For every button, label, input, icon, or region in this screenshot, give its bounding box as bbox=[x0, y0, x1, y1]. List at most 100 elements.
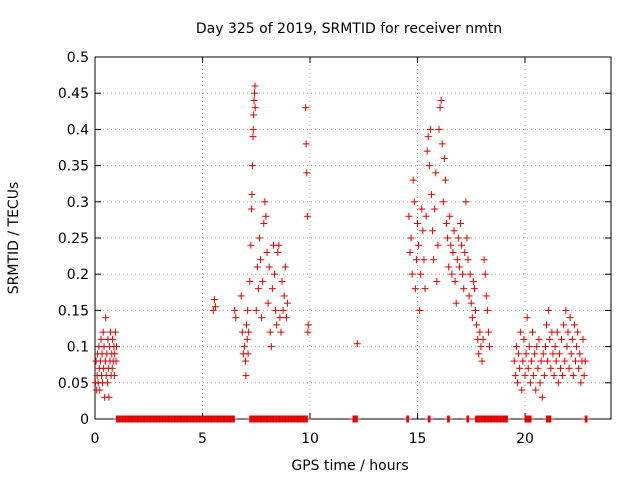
data-point bbox=[570, 321, 578, 329]
data-point bbox=[243, 321, 251, 329]
data-point bbox=[251, 104, 259, 112]
data-point bbox=[416, 306, 424, 314]
data-point bbox=[242, 372, 250, 380]
data-point bbox=[526, 379, 534, 387]
data-point bbox=[243, 335, 251, 343]
data-point bbox=[436, 104, 444, 112]
data-point bbox=[414, 220, 421, 228]
grid-lines bbox=[95, 57, 611, 419]
data-point bbox=[302, 104, 310, 112]
data-point bbox=[545, 306, 553, 314]
data-point bbox=[476, 328, 484, 336]
data-point bbox=[437, 96, 445, 104]
data-point bbox=[473, 321, 481, 329]
data-point bbox=[248, 205, 256, 213]
data-point bbox=[521, 372, 529, 380]
data-point bbox=[556, 364, 564, 372]
data-point bbox=[551, 343, 559, 351]
data-point bbox=[536, 379, 544, 387]
data-point bbox=[552, 357, 560, 365]
data-point bbox=[448, 270, 456, 278]
data-point bbox=[580, 372, 588, 380]
data-point bbox=[244, 306, 252, 314]
data-point bbox=[465, 292, 473, 300]
data-point bbox=[244, 350, 252, 358]
data-point bbox=[513, 379, 521, 387]
y-tick-label: 0.05 bbox=[58, 376, 89, 392]
data-point bbox=[503, 415, 511, 423]
data-point bbox=[250, 111, 258, 119]
data-point bbox=[554, 379, 562, 387]
x-tick-label: 15 bbox=[409, 431, 427, 447]
data-point bbox=[253, 263, 261, 271]
data-point bbox=[110, 372, 118, 380]
data-point bbox=[566, 314, 574, 322]
data-point bbox=[462, 198, 470, 206]
data-point bbox=[461, 248, 469, 256]
data-point bbox=[463, 234, 471, 242]
data-point bbox=[547, 364, 555, 372]
data-point bbox=[569, 372, 577, 380]
data-point bbox=[573, 343, 581, 351]
data-point bbox=[455, 263, 463, 271]
data-point bbox=[267, 343, 275, 351]
data-point bbox=[261, 198, 269, 206]
y-tick-label: 0.15 bbox=[58, 303, 89, 319]
data-point bbox=[259, 277, 267, 285]
data-point bbox=[459, 270, 467, 278]
data-point bbox=[429, 227, 437, 235]
data-point bbox=[111, 328, 119, 336]
y-tick-label: 0.3 bbox=[67, 195, 89, 211]
data-point bbox=[404, 415, 412, 423]
data-point bbox=[477, 343, 485, 351]
data-point bbox=[242, 357, 249, 365]
data-point bbox=[546, 335, 554, 343]
data-point bbox=[422, 212, 430, 220]
y-tick-labels: 0 0.05 0.1 0.15 0.2 0.25 0.3 0.35 0.4 0.45 0.5 bbox=[58, 50, 89, 428]
data-point bbox=[517, 328, 525, 336]
data-point bbox=[565, 364, 573, 372]
data-point bbox=[535, 335, 543, 343]
data-point bbox=[454, 234, 462, 242]
x-tick-label: 5 bbox=[198, 431, 207, 447]
x-axis-title: GPS time / hours bbox=[291, 458, 408, 474]
data-point bbox=[530, 372, 538, 380]
data-point bbox=[112, 357, 120, 365]
data-point bbox=[426, 125, 434, 133]
data-point bbox=[532, 386, 540, 394]
data-point bbox=[446, 212, 454, 220]
data-points bbox=[91, 82, 591, 423]
data-point bbox=[102, 314, 110, 322]
data-point bbox=[537, 357, 545, 365]
data-point bbox=[518, 386, 526, 394]
data-point bbox=[579, 335, 587, 343]
data-point bbox=[248, 162, 256, 170]
data-point bbox=[481, 270, 489, 278]
data-point bbox=[512, 343, 520, 351]
data-point bbox=[550, 372, 558, 380]
data-point bbox=[472, 306, 480, 314]
data-point bbox=[567, 350, 575, 358]
data-point bbox=[209, 306, 217, 314]
y-tick-label: 0.35 bbox=[58, 159, 89, 175]
data-point bbox=[549, 350, 557, 358]
data-point bbox=[405, 212, 413, 220]
data-point bbox=[562, 306, 570, 314]
data-point bbox=[353, 340, 361, 348]
data-point bbox=[469, 277, 477, 285]
data-point bbox=[238, 328, 246, 336]
data-point bbox=[277, 328, 285, 336]
data-point bbox=[523, 314, 531, 322]
data-point bbox=[271, 270, 279, 278]
data-point bbox=[111, 350, 119, 358]
data-point bbox=[425, 162, 433, 170]
data-point bbox=[263, 248, 271, 256]
data-point bbox=[539, 350, 547, 358]
data-point bbox=[417, 270, 425, 278]
data-point bbox=[260, 220, 268, 228]
data-point bbox=[210, 296, 218, 304]
data-point bbox=[99, 328, 107, 336]
data-point bbox=[466, 270, 474, 278]
data-point bbox=[464, 256, 472, 264]
data-point bbox=[534, 364, 542, 372]
